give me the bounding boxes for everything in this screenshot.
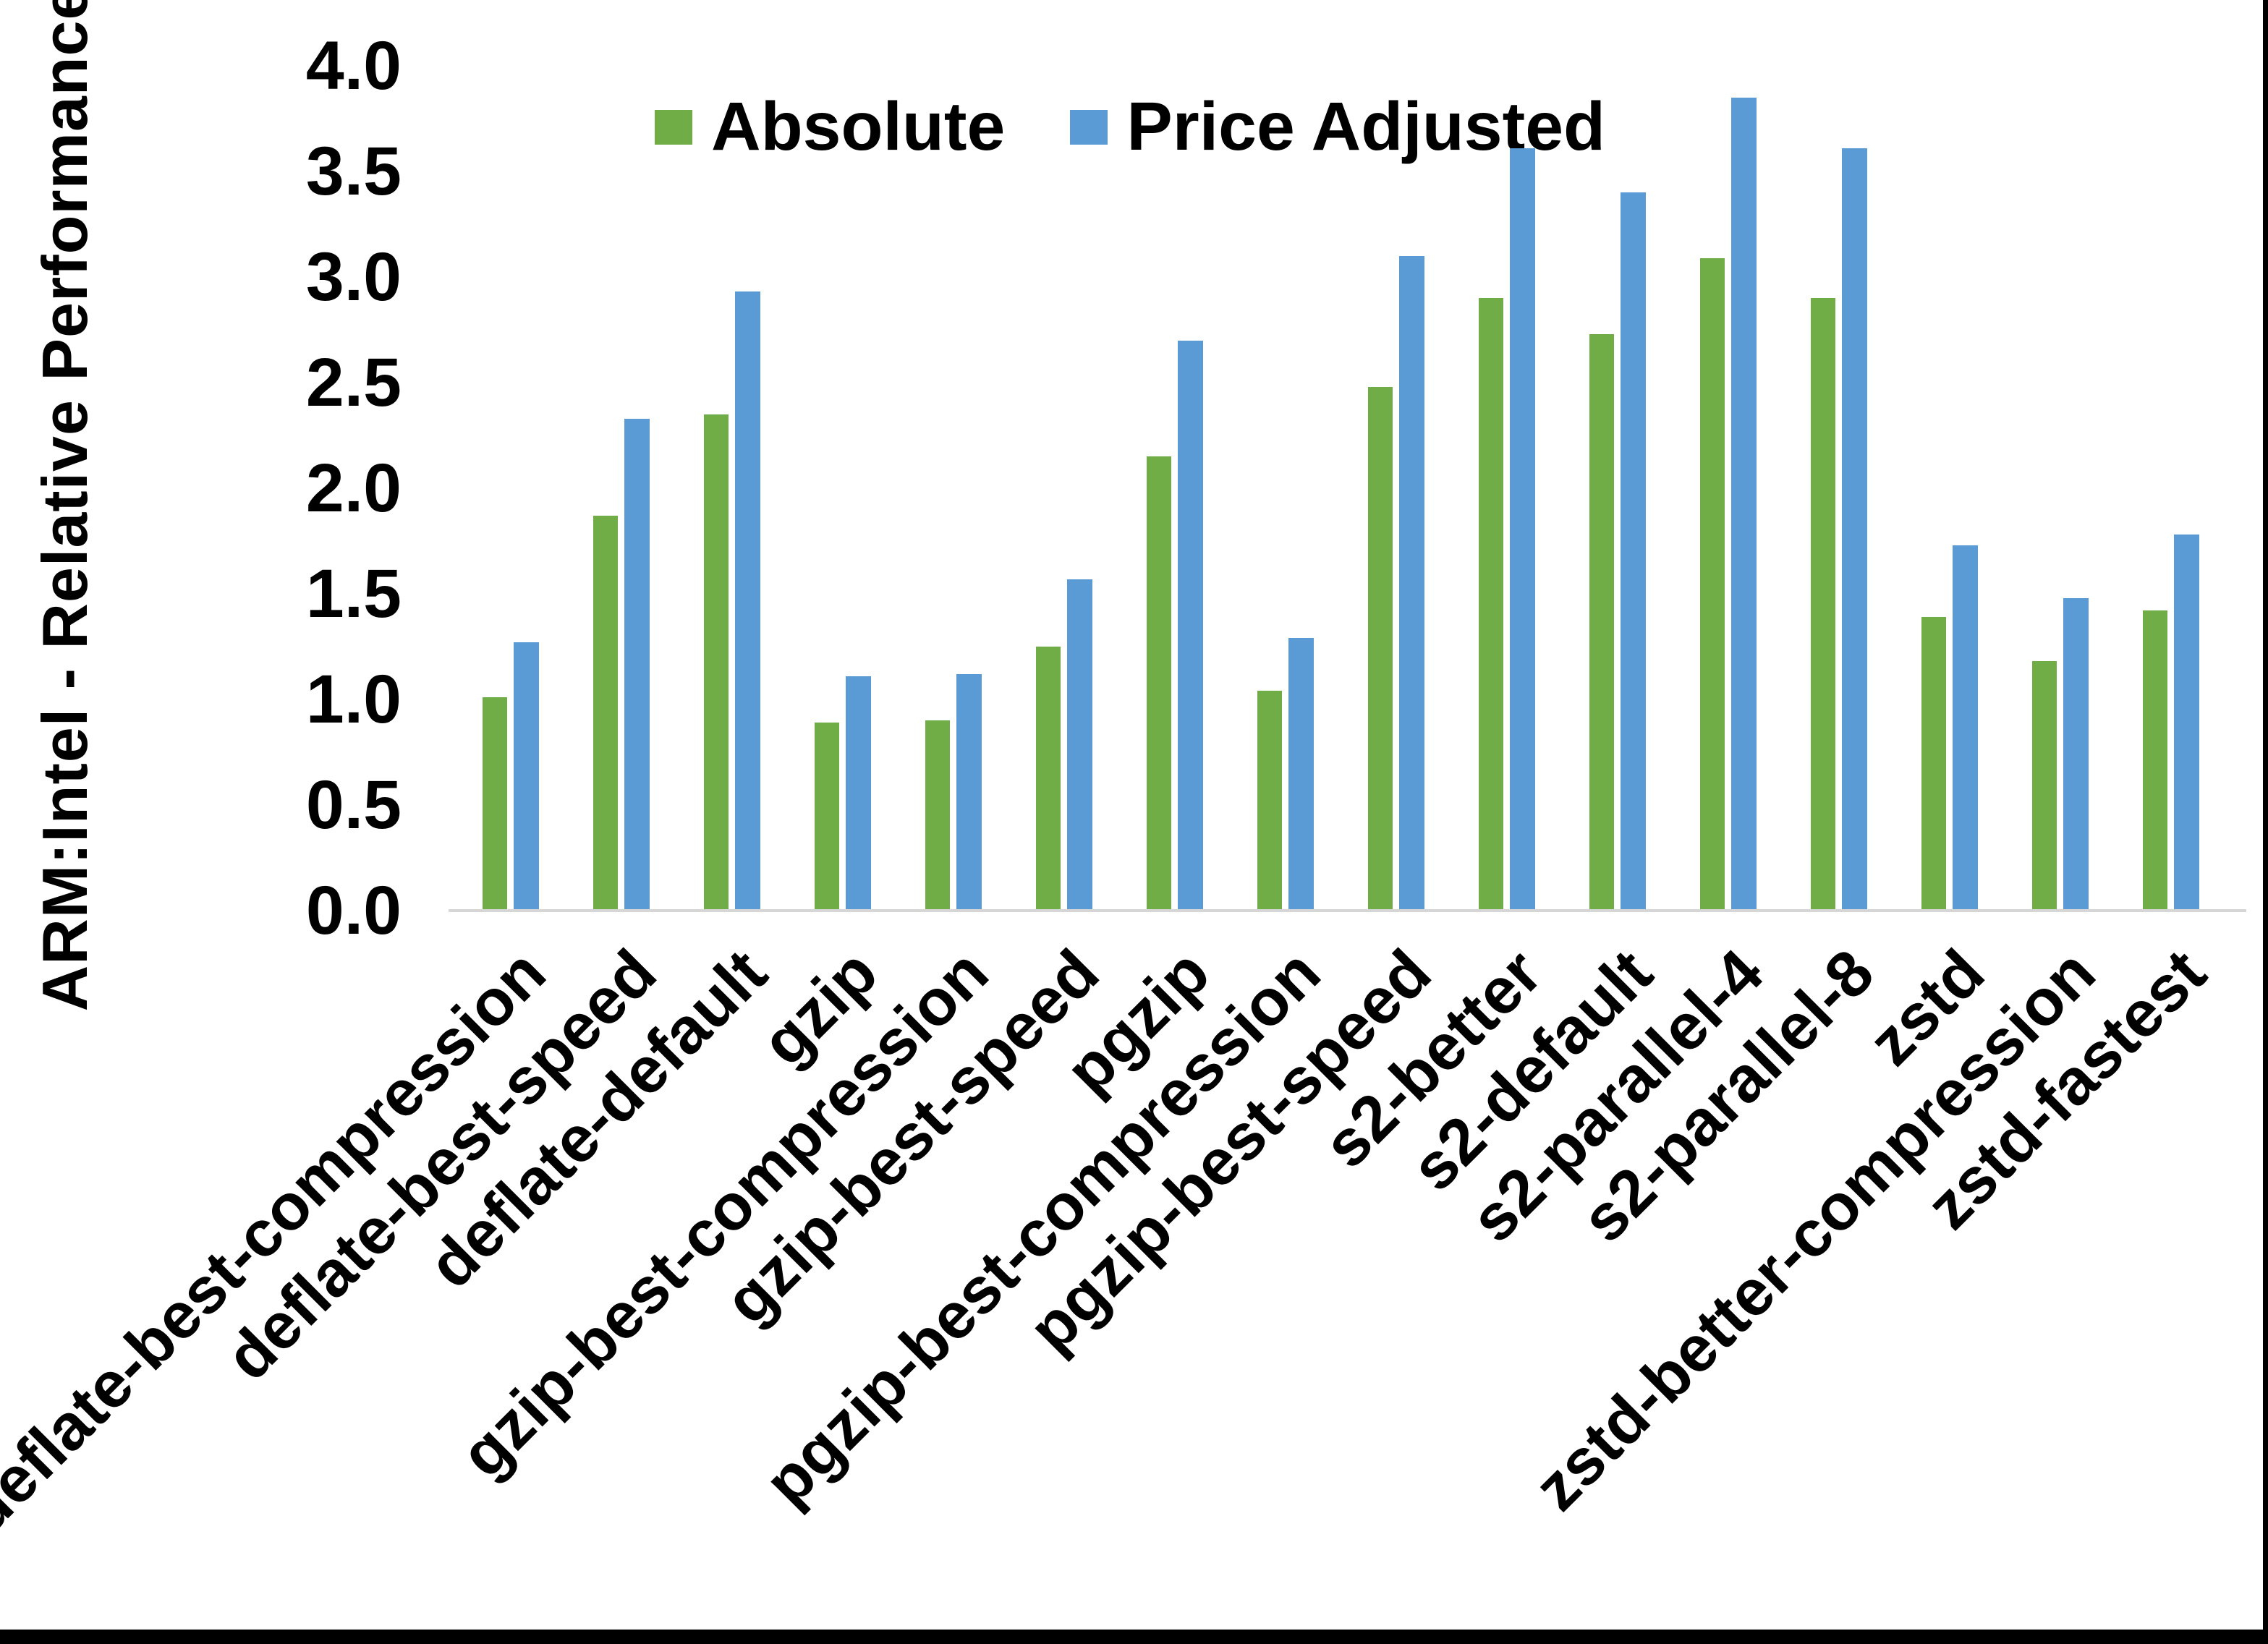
- y-tick-label: 0.0: [305, 872, 402, 949]
- y-tick-label: 4.0: [305, 27, 402, 104]
- y-tick-label: 3.0: [305, 239, 402, 315]
- bar-price-adjusted-gzip-best-speed: [1067, 579, 1092, 911]
- bar-absolute-deflate-best-speed: [593, 516, 618, 911]
- bar-price-adjusted-gzip-best-compression: [956, 674, 982, 911]
- bar-absolute-pgzip-best-speed: [1368, 387, 1393, 911]
- bar-absolute-deflate-best-compression: [483, 697, 507, 911]
- legend-swatch-price-adjusted: [1070, 109, 1108, 145]
- bar-absolute-s2-parallel-4: [1700, 258, 1725, 911]
- bar-absolute-zstd-fastest: [2143, 610, 2167, 911]
- bar-price-adjusted-zstd-fastest: [2174, 534, 2199, 911]
- chart-legend: Absolute Price Adjusted: [655, 93, 1650, 161]
- bar-price-adjusted-gzip: [846, 676, 871, 911]
- bar-absolute-zstd: [1921, 617, 1946, 911]
- bar-price-adjusted-s2-parallel-8: [1842, 148, 1867, 911]
- y-tick-label: 0.5: [305, 767, 402, 843]
- bar-price-adjusted-s2-parallel-4: [1731, 98, 1757, 911]
- legend-item-price-adjusted: Price Adjusted: [1070, 93, 1650, 161]
- bottom-border-strip: [0, 1630, 2268, 1644]
- bar-price-adjusted-pgzip-best-speed: [1399, 256, 1424, 911]
- bar-absolute-gzip-best-compression: [925, 720, 950, 911]
- y-tick-label: 1.0: [305, 661, 402, 738]
- right-border-strip: [2263, 0, 2268, 1644]
- bar-absolute-zstd-better-compression: [2032, 661, 2057, 911]
- legend-swatch-absolute: [655, 109, 692, 145]
- y-axis-title: ARM:Intel - Relative Performance: [29, 0, 101, 1012]
- bar-price-adjusted-deflate-default: [735, 291, 760, 911]
- bar-price-adjusted-s2-default: [1621, 192, 1646, 911]
- bar-absolute-gzip-best-speed: [1036, 647, 1061, 911]
- bar-absolute-pgzip: [1147, 456, 1171, 911]
- bar-price-adjusted-zstd-better-compression: [2063, 598, 2089, 911]
- bar-absolute-gzip: [815, 723, 839, 911]
- y-tick-label: 2.5: [305, 344, 402, 421]
- bar-price-adjusted-deflate-best-speed: [624, 419, 650, 911]
- bar-absolute-s2-better: [1479, 298, 1503, 911]
- bar-absolute-s2-default: [1589, 334, 1614, 911]
- bar-price-adjusted-pgzip: [1178, 341, 1203, 911]
- legend-label: Absolute: [711, 88, 1006, 165]
- bar-price-adjusted-pgzip-best-compression: [1288, 638, 1314, 911]
- y-tick-label: 1.5: [305, 555, 402, 632]
- bar-absolute-pgzip-best-compression: [1257, 691, 1282, 911]
- legend-item-absolute: Absolute: [655, 93, 1050, 161]
- bar-price-adjusted-s2-better: [1510, 148, 1535, 911]
- y-tick-label: 3.5: [305, 133, 402, 210]
- bar-price-adjusted-deflate-best-compression: [514, 642, 539, 911]
- bar-price-adjusted-zstd: [1953, 545, 1978, 911]
- bar-absolute-deflate-default: [704, 414, 729, 911]
- bar-absolute-s2-parallel-8: [1811, 298, 1835, 911]
- x-axis-line: [449, 909, 2246, 912]
- y-tick-label: 2.0: [305, 450, 402, 527]
